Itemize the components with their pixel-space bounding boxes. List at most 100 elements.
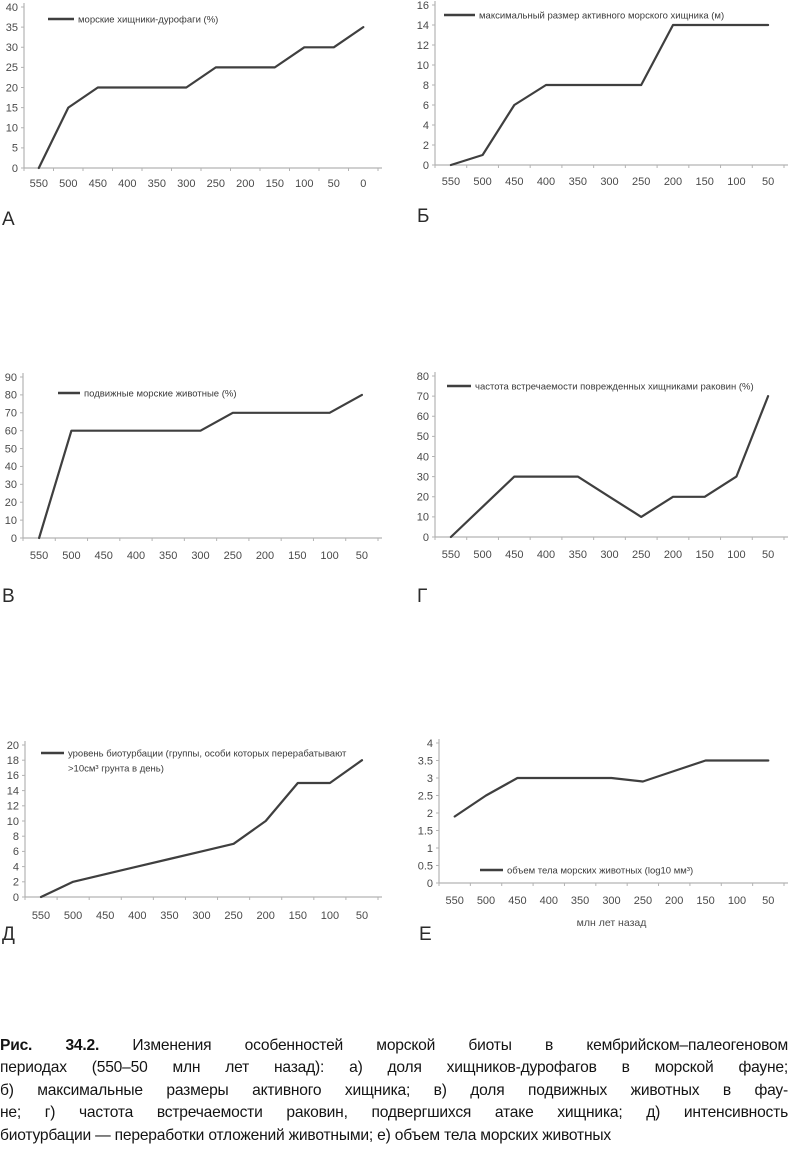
caption-figure-label: Рис. 34.2.: [0, 1037, 100, 1054]
x-tick-label: 250: [207, 178, 225, 190]
legend-label: объем тела морских животных (log10 мм³): [507, 866, 693, 877]
caption-line: Рис. 34.2. Изменения особенностей морско…: [0, 1035, 788, 1057]
y-tick-label: 12: [7, 801, 19, 813]
legend-label: максимальный размер активного морского х…: [479, 11, 724, 22]
y-tick-label: 0: [423, 160, 429, 172]
y-tick-label: 18: [7, 755, 19, 767]
y-tick-label: 16: [417, 0, 429, 12]
chart-b-canvas: 0 2 4 6 8 10 12 14 16 550 500 450 400 350 300 250 200 150…: [417, 0, 788, 227]
legend-label: морские хищники-дурофаги (%): [78, 15, 218, 26]
y-tick-label: 1.5: [418, 825, 433, 837]
y-tick-label: 14: [417, 20, 429, 32]
y-tick-label: 35: [6, 22, 18, 34]
y-tick-label: 5: [12, 143, 18, 155]
y-tick-label: 50: [417, 431, 429, 443]
x-tick-label: 400: [537, 549, 555, 561]
y-tick-label: 90: [5, 372, 17, 384]
y-tick-label: 4: [13, 861, 19, 873]
x-tick-label: 300: [191, 550, 209, 562]
x-tick-label: 300: [192, 910, 210, 922]
x-tick-label: 350: [159, 550, 177, 562]
chart-panel-e: 0 0.5 1 1.5 2 2.5 3 3.5 4 550 500 450 400 350 300 250 20…: [395, 730, 790, 990]
chart-panel-v: 0 10 20 30 40 50 60 70 80 90 550 500 450 400 350 300 250…: [0, 365, 395, 625]
x-tick-label: 450: [505, 176, 523, 188]
x-tick-label: 150: [696, 176, 714, 188]
series-line: [449, 23, 770, 167]
series-line: [453, 759, 770, 818]
x-tick-label: 150: [696, 549, 714, 561]
y-tick-label: 0: [427, 878, 433, 890]
y-tick-label: 8: [423, 80, 429, 92]
x-tick-label: 300: [600, 176, 618, 188]
panel-letter: А: [2, 209, 15, 230]
y-tick-label: 0.5: [418, 860, 433, 872]
x-tick-label: 250: [632, 549, 650, 561]
x-tick-label: 400: [118, 178, 136, 190]
x-tick-label: 500: [473, 549, 491, 561]
y-tick-label: 80: [5, 390, 17, 402]
caption-line: периодах (550–50 млн лет назад): а) доля…: [0, 1059, 788, 1077]
x-tick-label: 50: [762, 176, 774, 188]
y-tick-label: 20: [7, 740, 19, 752]
x-tick-label: 500: [62, 550, 80, 562]
x-tick-label: 350: [571, 895, 589, 907]
legend-label: >10см³ грунта в день): [68, 764, 164, 775]
x-tick-label: 450: [508, 895, 526, 907]
x-tick-label: 250: [634, 895, 652, 907]
x-tick-label: 300: [600, 549, 618, 561]
y-tick-label: 60: [417, 411, 429, 423]
x-tick-label: 400: [128, 910, 146, 922]
x-tick-label: 550: [446, 895, 464, 907]
x-tick-label: 250: [224, 910, 242, 922]
x-tick-label: 250: [632, 176, 650, 188]
x-tick-label: 450: [505, 549, 523, 561]
x-tick-label: 500: [64, 910, 82, 922]
y-tick-label: 20: [5, 497, 17, 509]
y-tick-label: 30: [6, 42, 18, 54]
x-tick-label: 350: [160, 910, 178, 922]
figure-caption: Рис. 34.2. Изменения особенностей морско…: [0, 1035, 788, 1147]
y-tick-label: 2: [13, 877, 19, 889]
y-tick-label: 40: [5, 461, 17, 473]
x-tick-label: 500: [473, 176, 491, 188]
chart-panel-b: 0 2 4 6 8 10 12 14 16 550 500 450 400 350 300 250 200 150…: [395, 0, 790, 260]
y-tick-label: 0: [12, 163, 18, 175]
y-tick-label: 16: [7, 770, 19, 782]
x-tick-label: 150: [696, 895, 714, 907]
series-line: [37, 26, 365, 170]
x-tick-label: 50: [356, 550, 368, 562]
caption-line: б) максимальные размеры активного хищник…: [0, 1081, 788, 1099]
x-tick-label: 350: [569, 176, 587, 188]
panel-letter: Д: [2, 924, 15, 945]
x-tick-label: 100: [321, 910, 339, 922]
x-tick-label: 400: [127, 550, 145, 562]
y-tick-label: 70: [417, 391, 429, 403]
y-tick-label: 6: [13, 846, 19, 858]
x-tick-label: 550: [30, 550, 48, 562]
y-tick-label: 20: [6, 82, 18, 94]
panel-letter: В: [2, 586, 15, 607]
x-tick-label: 150: [266, 178, 284, 190]
y-tick-label: 4: [423, 120, 429, 132]
chart-e-canvas: 0 0.5 1 1.5 2 2.5 3 3.5 4 550 500 450 400 350 300 250 20…: [418, 738, 788, 945]
x-tick-label: 100: [727, 549, 745, 561]
x-tick-label: 200: [664, 549, 682, 561]
y-tick-label: 2.5: [418, 790, 433, 802]
x-tick-label: 350: [569, 549, 587, 561]
x-tick-label: 200: [257, 910, 275, 922]
chart-g-canvas: 0 10 20 30 40 50 60 70 80 550 500 450 400 350 300 250 20…: [417, 371, 788, 607]
legend-label: частота встречаемости поврежденных хищни…: [475, 382, 754, 393]
x-tick-label: 500: [59, 178, 77, 190]
y-tick-label: 30: [417, 471, 429, 483]
chart-panel-d: 0 2 4 6 8 10 12 14 16 18 20 550 500 450 400 350 300 250 20…: [0, 730, 395, 990]
x-tick-label: 100: [728, 895, 746, 907]
y-tick-label: 3: [427, 773, 433, 785]
x-tick-label: 200: [236, 178, 254, 190]
y-tick-label: 12: [417, 40, 429, 52]
x-tick-label: 100: [727, 176, 745, 188]
chart-v-canvas: 0 10 20 30 40 50 60 70 80 90 550 500 450 400 350 300 250…: [2, 372, 382, 607]
y-tick-label: 70: [5, 408, 17, 420]
x-tick-label: 400: [540, 895, 558, 907]
y-tick-label: 10: [417, 512, 429, 524]
